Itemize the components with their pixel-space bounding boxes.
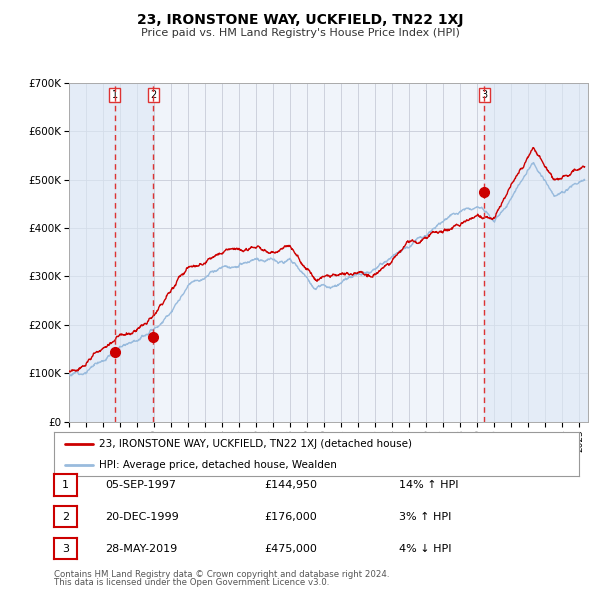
Text: 2: 2 [150,90,157,100]
Text: This data is licensed under the Open Government Licence v3.0.: This data is licensed under the Open Gov… [54,578,329,587]
Text: 23, IRONSTONE WAY, UCKFIELD, TN22 1XJ: 23, IRONSTONE WAY, UCKFIELD, TN22 1XJ [137,13,463,27]
Text: 14% ↑ HPI: 14% ↑ HPI [399,480,458,490]
Text: £144,950: £144,950 [264,480,317,490]
Text: 20-DEC-1999: 20-DEC-1999 [105,512,179,522]
Text: 3: 3 [481,90,487,100]
Text: HPI: Average price, detached house, Wealden: HPI: Average price, detached house, Weal… [98,460,337,470]
Text: 3% ↑ HPI: 3% ↑ HPI [399,512,451,522]
Bar [69,83,115,422]
Text: 23, IRONSTONE WAY, UCKFIELD, TN22 1XJ (detached house): 23, IRONSTONE WAY, UCKFIELD, TN22 1XJ (d… [98,440,412,449]
Text: 28-MAY-2019: 28-MAY-2019 [105,544,177,553]
Text: Price paid vs. HM Land Registry's House Price Index (HPI): Price paid vs. HM Land Registry's House … [140,28,460,38]
Text: £475,000: £475,000 [264,544,317,553]
Text: £176,000: £176,000 [264,512,317,522]
Text: 1: 1 [112,90,118,100]
Text: 05-SEP-1997: 05-SEP-1997 [105,480,176,490]
Bar [115,83,154,422]
Text: Contains HM Land Registry data © Crown copyright and database right 2024.: Contains HM Land Registry data © Crown c… [54,571,389,579]
Text: 4% ↓ HPI: 4% ↓ HPI [399,544,452,553]
Bar [484,83,588,422]
Text: 2: 2 [62,512,69,522]
Text: 1: 1 [62,480,69,490]
Text: 3: 3 [62,544,69,553]
